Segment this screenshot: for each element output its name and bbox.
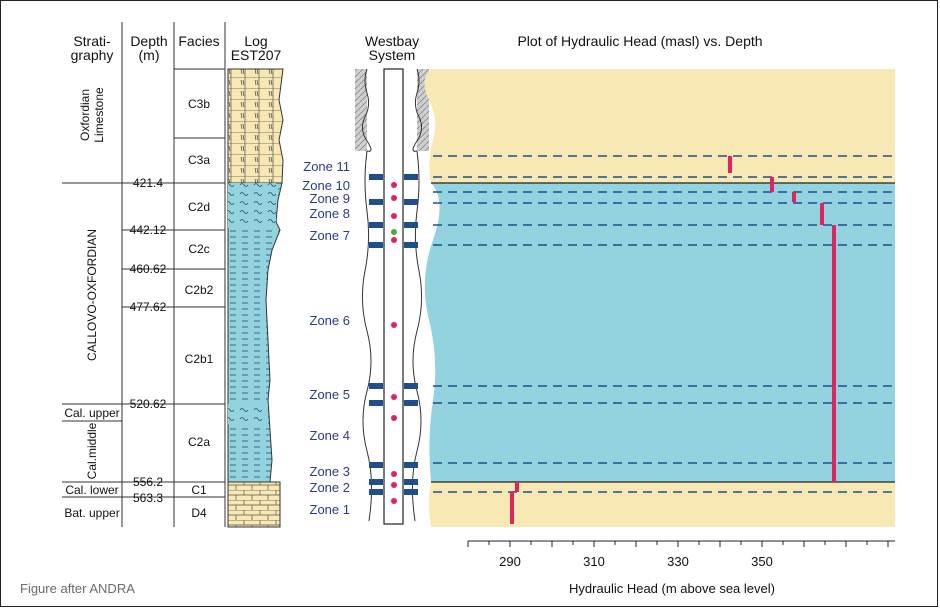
plot-area [424,69,895,527]
facies-c2a: C2a [188,435,210,449]
facies-c3a: C3a [188,153,210,167]
x-axis-label: Hydraulic Head (m above sea level) [569,581,775,596]
depth-460-62: 460.62 [130,262,167,276]
x-tick-310: 310 [583,554,605,569]
packer-bars [369,174,418,495]
port-dots [391,182,397,504]
header-stratigraphy-line2: graphy [71,47,114,63]
zone-4-label: Zone 4 [310,428,350,443]
zone-7-label: Zone 7 [310,228,350,243]
strat-cal-middle: Cal.middle [85,422,99,479]
header-facies: Facies [178,33,219,49]
header-log-line1: Log [244,33,267,49]
strat-oxfordian-line1: Oxfordian [78,89,92,141]
zone-5-label: Zone 5 [310,387,350,402]
header-log-line2: EST207 [231,47,282,63]
x-tick-350: 350 [751,554,773,569]
zone-1-label: Zone 1 [310,502,350,517]
x-axis: 290 310 330 350 Hydraulic Head (m above … [467,540,895,596]
depth-421-4: 421.4 [133,176,163,190]
x-tick-330: 330 [667,554,689,569]
facies-c2c: C2c [188,242,209,256]
header-depth-line2: (m) [139,47,160,63]
depth-563-3: 563.3 [133,491,163,505]
facies-d4: D4 [191,506,207,520]
facies-c2b2: C2b2 [185,283,214,297]
zone-8-label: Zone 8 [310,206,350,221]
strat-cal-lower: Cal. lower [65,483,118,497]
facies-c2d: C2d [188,200,210,214]
strat-callovo-oxfordian: CALLOVO-OXFORDIAN [85,229,99,361]
plot-lower-limestone-band [429,482,895,527]
lithology-log [227,68,284,528]
strat-cal-upper: Cal. upper [64,406,119,420]
header-westbay-line1: Westbay [365,33,419,49]
depth-556-2: 556.2 [133,475,163,489]
zone-3-label: Zone 3 [310,464,350,479]
depth-442-12: 442.12 [130,223,167,237]
zone-9-label: Zone 9 [310,191,350,206]
zone-2-label: Zone 2 [310,480,350,495]
facies-c1: C1 [191,483,207,497]
header-depth-line1: Depth [130,33,167,49]
plot-limestone-band [424,69,895,183]
figure-credit: Figure after ANDRA [20,581,135,596]
zone-11-label: Zone 11 [303,159,350,174]
borehole [355,68,429,525]
facies-c2b1: C2b1 [185,352,214,366]
header-westbay-line2: System [369,47,416,63]
depth-520-62: 520.62 [130,397,167,411]
westbay-casing [383,68,404,525]
zone-10-label: Zone 10 [302,178,350,193]
facies-c3b: C3b [188,97,210,111]
plot-clay-band [424,183,895,482]
plot-title: Plot of Hydraulic Head (masl) vs. Depth [517,33,762,49]
depth-477-62: 477.62 [130,300,167,314]
zone-packer-dashed-lines [433,155,893,493]
header-stratigraphy-line1: Strati- [73,33,111,49]
x-tick-290: 290 [499,554,521,569]
strat-oxfordian-line2: Limestone [92,87,106,143]
hydraulic-head-markers [510,156,836,524]
port-dot-green [391,229,397,235]
zone-6-label: Zone 6 [310,313,350,328]
depth-boundaries [62,68,225,498]
strat-bat-upper: Bat. upper [64,506,119,520]
zone-labels: Zone 11 Zone 10 Zone 9 Zone 8 Zone 7 Zon… [302,159,350,517]
column-dividers [121,22,226,527]
